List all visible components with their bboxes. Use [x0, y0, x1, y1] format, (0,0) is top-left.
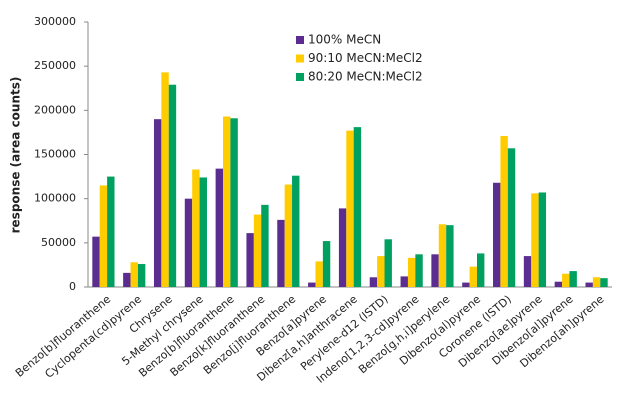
bar: [369, 277, 378, 287]
y-tick-label: 200000: [34, 103, 76, 116]
bar: [92, 236, 100, 287]
bar: [192, 169, 200, 287]
bar: [538, 192, 547, 287]
bar: [261, 204, 269, 287]
bar: [562, 273, 570, 287]
bar: [438, 224, 447, 287]
bar: [292, 175, 300, 287]
bar: [253, 214, 262, 287]
bar: [493, 182, 501, 287]
bar: [277, 219, 285, 287]
bar: [246, 233, 254, 287]
y-tick-label: 50000: [41, 236, 76, 249]
legend-label: 90:10 MeCN:MeCl2: [308, 51, 423, 65]
bar: [230, 118, 238, 288]
y-tick-label: 100000: [34, 192, 76, 205]
bar: [107, 176, 115, 287]
bar: [554, 281, 563, 287]
legend-swatch: [296, 73, 304, 81]
bar: [400, 276, 408, 287]
bar: [123, 272, 131, 287]
bar: [353, 127, 362, 287]
bar: [184, 198, 193, 287]
bar: [284, 184, 293, 287]
bar: [338, 208, 347, 287]
bar: [215, 168, 224, 287]
bar: [531, 193, 539, 287]
bar: [384, 239, 392, 287]
bar: [308, 282, 316, 287]
bar: [153, 119, 162, 288]
bar: [431, 254, 439, 287]
bar: [585, 282, 593, 287]
legend-label: 100% MeCN: [308, 33, 381, 47]
bar: [569, 271, 577, 287]
bar: [199, 177, 207, 287]
bar: [377, 256, 385, 287]
bar: [322, 241, 331, 287]
y-tick-label: 300000: [34, 15, 76, 28]
bar: [346, 130, 354, 287]
bar: [523, 256, 532, 287]
bar: [446, 225, 454, 287]
bar: [168, 84, 177, 287]
bar: [223, 116, 231, 288]
bar: [592, 277, 601, 287]
bar: [469, 266, 477, 287]
y-tick-label: 150000: [34, 148, 76, 161]
y-tick-label: 250000: [34, 59, 76, 72]
legend-swatch: [296, 36, 304, 44]
y-axis-label: response (area counts): [9, 77, 23, 234]
bar: [500, 135, 508, 287]
bar: [415, 254, 423, 287]
bar: [476, 253, 485, 287]
y-tick-label: 0: [69, 280, 76, 293]
bar: [507, 148, 516, 287]
bar: [407, 257, 416, 287]
bar: [130, 262, 138, 287]
bar: [462, 282, 470, 287]
bar: [161, 72, 169, 287]
legend-label: 80:20 MeCN:MeCl2: [308, 70, 423, 84]
bar: [315, 261, 323, 287]
legend-swatch: [296, 54, 304, 63]
bar: [600, 278, 608, 287]
bar: [137, 264, 146, 287]
bar: [99, 185, 108, 287]
